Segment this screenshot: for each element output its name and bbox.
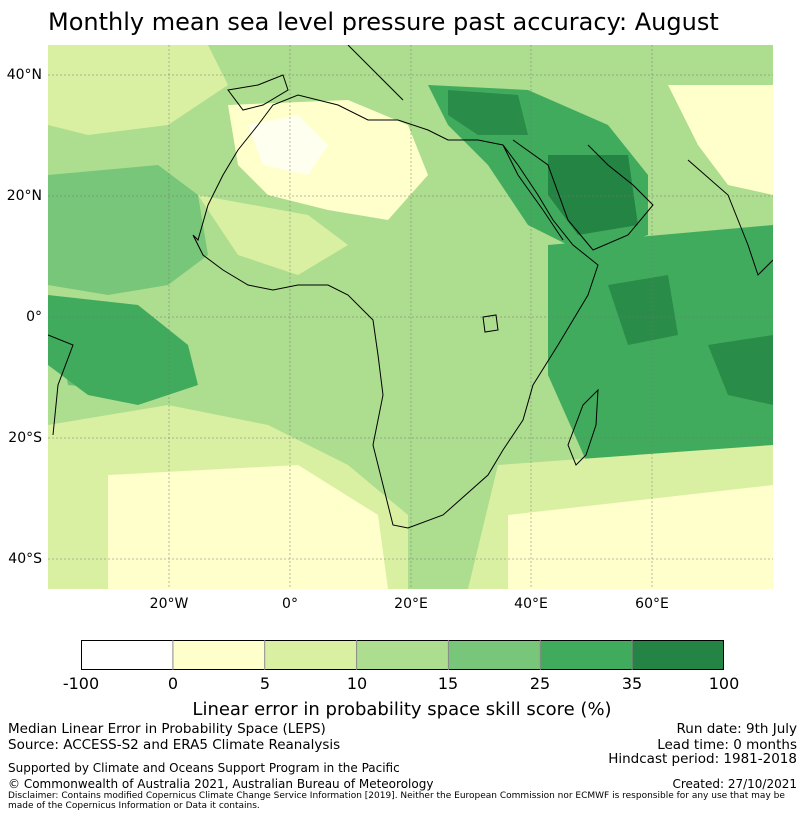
- field-atlantic-tropical-core: [58, 325, 143, 390]
- footer-lead-time: Lead time: 0 months: [657, 737, 797, 753]
- footer-created: Created: 27/10/2021: [672, 777, 797, 791]
- footer-support: Supported by Climate and Oceans Support …: [8, 761, 400, 775]
- colorbar-tick: 35: [621, 674, 643, 693]
- colorbar-bin-2: [264, 640, 357, 670]
- footer-method: Median Linear Error in Probability Space…: [8, 721, 326, 737]
- coastline-italy: [347, 45, 404, 101]
- field-arabia-core: [548, 155, 638, 235]
- colorbar-tick: 25: [529, 674, 551, 693]
- field-med-core: [448, 90, 528, 135]
- colorbar-dividers: [172, 640, 633, 670]
- field-sahara-very-low: [248, 115, 328, 175]
- colorbar-bin-5: [540, 640, 633, 670]
- lat-label-40s: 40°S: [8, 551, 42, 567]
- footer-source: Source: ACCESS-S2 and ERA5 Climate Reana…: [8, 737, 341, 753]
- field-indian-ocean: [548, 225, 773, 505]
- colorbar-tick: 100: [708, 674, 740, 693]
- footer-copyright: © Commonwealth of Australia 2021, Austra…: [8, 777, 434, 791]
- field-europe-low: [48, 45, 228, 135]
- colorbar-bin-4: [448, 640, 541, 670]
- coastline-iberia: [227, 74, 289, 111]
- colorbar-tick: 5: [259, 674, 271, 693]
- skill-score-map: [48, 45, 773, 589]
- lon-label-20w: 20°W: [149, 596, 189, 612]
- lat-label-equator: 0°: [26, 309, 42, 325]
- coastline-africa: [192, 94, 599, 529]
- coastline-south-america: [48, 334, 74, 436]
- map-title: Monthly mean sea level pressure past acc…: [48, 8, 719, 36]
- colorbar-title: Linear error in probability space skill …: [192, 699, 612, 720]
- field-india-east: [708, 335, 773, 405]
- colorbar-tick: 0: [167, 674, 179, 693]
- coastline-arabia: [512, 139, 654, 251]
- field-indian-core: [608, 275, 678, 345]
- lat-label-40n: 40°N: [6, 67, 42, 83]
- colorbar: [81, 640, 724, 670]
- lat-label-20n: 20°N: [6, 188, 42, 204]
- colorbar-bin-6: [632, 640, 724, 670]
- field-southeast-very-low: [508, 485, 773, 589]
- colorbar-frame: [81, 640, 724, 670]
- lon-label-40e: 40°E: [514, 596, 548, 612]
- footer-hindcast: Hindcast period: 1981-2018: [608, 751, 797, 767]
- colorbar-tick: 10: [346, 674, 368, 693]
- coastline-red-sea: [502, 144, 564, 241]
- lon-label-60e: 60°E: [635, 596, 669, 612]
- lake-victoria: [482, 314, 499, 333]
- graticule: [48, 45, 773, 589]
- colorbar-bin-3: [356, 640, 449, 670]
- colorbar-bin-0: [81, 640, 173, 670]
- colorbar-tick: -100: [62, 674, 100, 693]
- footer-disclaimer: Disclaimer: Contains modified Copernicus…: [8, 791, 785, 811]
- coastlines: [48, 45, 773, 529]
- field-south-low: [108, 465, 388, 589]
- field-atlantic-north: [48, 165, 208, 295]
- lon-label-20e: 20°E: [394, 596, 428, 612]
- coastline-india: [687, 159, 773, 276]
- field-west-sahara: [198, 195, 348, 275]
- colorbar-tick: 15: [437, 674, 459, 693]
- field-central-asia-low: [668, 85, 773, 195]
- coastline-madagascar: [567, 388, 599, 466]
- lat-label-20s: 20°S: [8, 430, 42, 446]
- lon-label-0: 0°: [282, 596, 298, 612]
- footer-run-date: Run date: 9th July: [676, 721, 797, 737]
- colorbar-bin-1: [172, 640, 265, 670]
